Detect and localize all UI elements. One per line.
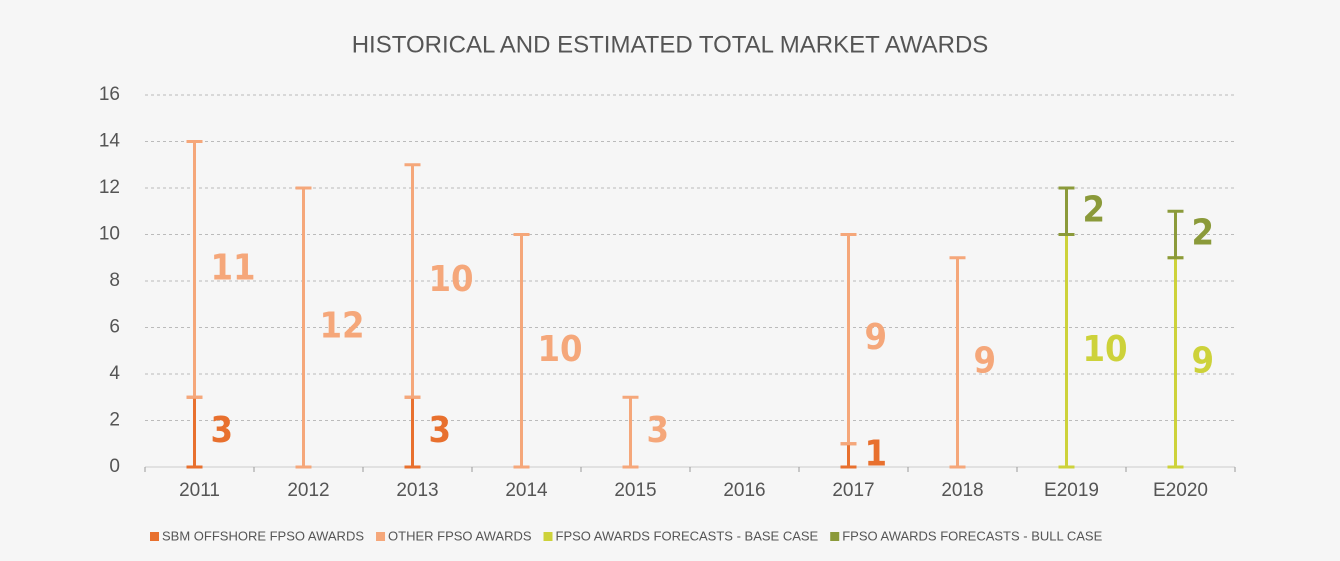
value-label: 9: [1192, 340, 1215, 381]
value-label: 11: [211, 247, 256, 288]
x-tick-label: 2017: [832, 480, 874, 501]
bar: [622, 395, 639, 469]
value-label: 3: [647, 410, 670, 451]
y-tick-label: 10: [99, 224, 120, 245]
legend-swatch: [543, 532, 553, 541]
bar: [513, 233, 530, 469]
bar: [404, 163, 421, 399]
legend-label: FPSO AWARDS FORECASTS - BASE CASE: [556, 528, 819, 543]
bar: [1167, 209, 1184, 260]
x-tick-label: E2020: [1153, 480, 1208, 501]
value-label: 3: [429, 410, 452, 451]
value-label: 3: [211, 410, 234, 451]
legend-swatch: [150, 532, 159, 541]
legend-label: FPSO AWARDS FORECASTS - BULL CASE: [842, 528, 1102, 543]
bar: [949, 256, 966, 469]
value-label: 1: [865, 433, 888, 474]
value-label: 10: [429, 259, 474, 300]
x-tick-label: 2014: [505, 480, 548, 501]
legend-swatch: [830, 532, 840, 541]
value-label: 10: [1083, 329, 1128, 370]
legend-label: SBM OFFSHORE FPSO AWARDS: [162, 528, 364, 543]
x-tick-label: 2012: [287, 480, 329, 501]
x-tick-label: 2018: [941, 480, 983, 501]
value-label: 10: [538, 329, 583, 370]
y-tick-label: 8: [109, 270, 120, 291]
bar: [840, 233, 857, 446]
x-tick-label: 2016: [723, 480, 765, 501]
value-label: 9: [865, 317, 888, 358]
value-label: 2: [1192, 213, 1215, 254]
value-label: 9: [974, 340, 997, 381]
x-tick-label: 2013: [396, 480, 438, 501]
bar: [1058, 186, 1075, 236]
y-tick-label: 14: [99, 131, 121, 152]
y-tick-label: 0: [109, 456, 120, 477]
value-label: 12: [320, 306, 365, 347]
y-tick-label: 16: [99, 84, 120, 105]
y-tick-label: 4: [109, 363, 120, 384]
x-tick-label: 2015: [614, 480, 656, 501]
y-tick-label: 12: [99, 177, 120, 198]
value-label: 2: [1083, 189, 1106, 230]
legend-label: OTHER FPSO AWARDS: [388, 528, 532, 543]
y-tick-label: 6: [109, 317, 120, 338]
y-tick-label: 2: [109, 410, 120, 431]
bar: [295, 186, 312, 469]
x-tick-label: 2011: [179, 480, 220, 501]
x-tick-label: E2019: [1044, 480, 1099, 501]
bar: [186, 140, 203, 399]
legend-swatch: [376, 532, 386, 541]
chart-title: HISTORICAL AND ESTIMATED TOTAL MARKET AW…: [352, 31, 989, 58]
